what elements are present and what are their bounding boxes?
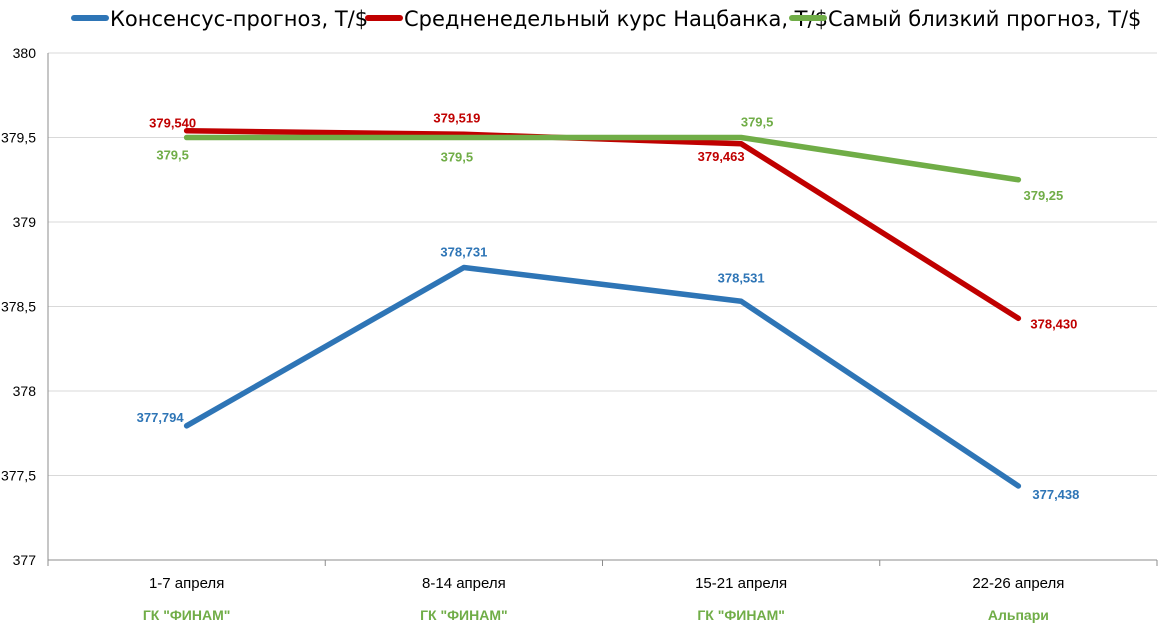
data-label: 379,5 xyxy=(741,115,774,130)
legend-label: Консенсус-прогноз, Т/$ xyxy=(110,7,368,31)
legend-label: Самый близкий прогноз, Т/$ xyxy=(828,7,1141,31)
series-line-3 xyxy=(183,134,1022,183)
data-label: 377,438 xyxy=(1032,487,1079,502)
data-label: 379,5 xyxy=(156,148,189,163)
x-tick-label: 15-21 апреля xyxy=(695,575,787,592)
series-lines xyxy=(183,127,1022,489)
legend: Консенсус-прогноз, Т/$ Средненедельный ку… xyxy=(71,7,1141,31)
y-tick-label: 379,5 xyxy=(1,130,36,146)
data-label: 378,731 xyxy=(440,244,487,259)
y-tick-label: 379 xyxy=(13,214,37,230)
data-label: 378,531 xyxy=(718,270,765,285)
data-labels: 377,794 378,731 378,531 377,438 379,540 379,5… xyxy=(137,110,1080,502)
y-tick-label: 378,5 xyxy=(1,299,36,315)
data-label: 377,794 xyxy=(137,410,185,425)
y-axis-ticks: 377 377,5 378 378,5 379 379,5 380 xyxy=(1,45,36,568)
x-tick-label: 22-26 апреля xyxy=(972,575,1064,592)
data-label: 379,519 xyxy=(433,110,480,125)
data-label: 379,25 xyxy=(1023,188,1063,203)
y-tick-label: 377,5 xyxy=(1,468,36,484)
data-label: 379,540 xyxy=(149,116,196,131)
data-label: 379,463 xyxy=(698,149,745,164)
series-line-1 xyxy=(183,264,1022,489)
y-tick-label: 377 xyxy=(13,552,37,568)
x-axis: 1-7 апреля ГК "ФИНАМ" 8-14 апреля ГК "ФИНАМ… xyxy=(47,560,1158,623)
x-category-note: ГК "ФИНАМ" xyxy=(697,607,785,623)
data-label: 378,430 xyxy=(1030,316,1077,331)
data-label: 379,5 xyxy=(441,150,474,165)
x-category-note: ГК "ФИНАМ" xyxy=(420,607,508,623)
x-category-note: Альпари xyxy=(988,607,1049,623)
x-category-note: ГК "ФИНАМ" xyxy=(143,607,231,623)
y-tick-label: 380 xyxy=(13,45,37,61)
x-tick-label: 8-14 апреля xyxy=(422,575,506,592)
legend-label: Средненедельный курс Нацбанка, Т/$ xyxy=(404,7,828,31)
x-tick-label: 1-7 апреля xyxy=(149,575,224,592)
y-tick-label: 378 xyxy=(13,383,37,399)
